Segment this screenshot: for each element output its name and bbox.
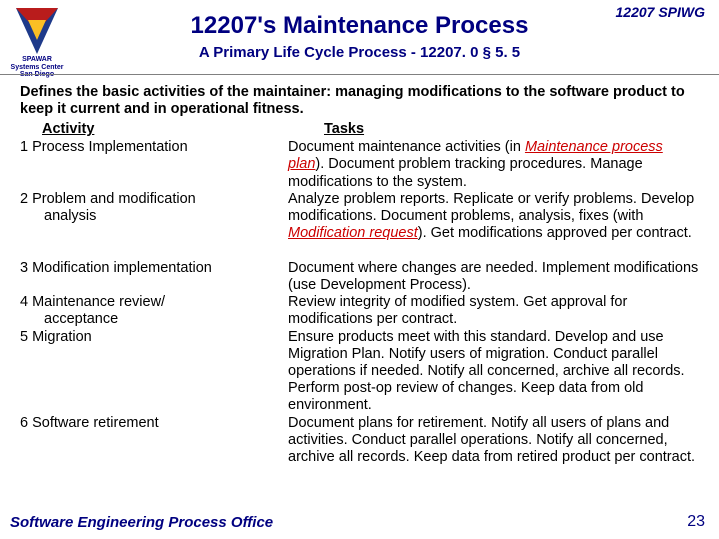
activity-row: 5 Migration [20, 329, 288, 415]
task-text: Document where changes are needed. Imple… [288, 260, 698, 293]
activity-label: 4 Maintenance review/ [20, 294, 165, 310]
activity-row: 6 Software retirement [20, 415, 288, 484]
task-text: Document plans for retirement. Notify al… [288, 415, 695, 465]
footer-text: Software Engineering Process Office [10, 514, 273, 531]
task-red: Maintenance process plan [288, 139, 663, 172]
activity-label: 3 Modification implementation [20, 260, 212, 276]
activity-table: Activity 1 Process Implementation 2 Probl… [20, 121, 701, 483]
task-row: Analyze problem reports. Replicate or ve… [288, 191, 701, 260]
activity-label: 6 Software retirement [20, 415, 159, 431]
activity-label-cont: acceptance [20, 311, 288, 328]
slide-header: SPAWAR Systems Center San Diego 12207 SP… [0, 0, 719, 62]
activity-header: Activity [20, 121, 288, 138]
task-text: Analyze problem reports. Replicate or ve… [288, 191, 694, 241]
activity-row: 4 Maintenance review/acceptance [20, 294, 288, 328]
activity-label: 5 Migration [20, 329, 92, 345]
task-row: Document where changes are needed. Imple… [288, 260, 701, 294]
task-red: Modification request [288, 225, 418, 241]
slide-subtitle: A Primary Life Cycle Process - 12207. 0 … [0, 44, 719, 61]
activity-row: 2 Problem and modificationanalysis [20, 191, 288, 260]
tasks-column: Tasks Document maintenance activities (i… [288, 121, 701, 483]
task-text: Document maintenance activities (in Main… [288, 139, 663, 189]
task-row: Ensure products meet with this standard.… [288, 329, 701, 415]
task-row: Document plans for retirement. Notify al… [288, 415, 701, 484]
task-row: Review integrity of modified system. Get… [288, 294, 701, 328]
page-number: 23 [687, 513, 705, 531]
activity-row: 1 Process Implementation [20, 139, 288, 191]
slide-title: 12207's Maintenance Process [0, 12, 719, 40]
activity-label-cont: analysis [20, 208, 288, 225]
activity-label: 2 Problem and modification [20, 191, 196, 207]
divider [0, 74, 719, 75]
logo-caption-line2: Systems Center [11, 64, 64, 71]
tasks-header: Tasks [288, 121, 701, 138]
task-text: Ensure products meet with this standard.… [288, 329, 685, 413]
activity-row: 3 Modification implementation [20, 260, 288, 294]
task-row: Document maintenance activities (in Main… [288, 139, 701, 191]
task-text: Review integrity of modified system. Get… [288, 294, 627, 327]
activity-label: 1 Process Implementation [20, 139, 188, 155]
activity-column: Activity 1 Process Implementation 2 Probl… [20, 121, 288, 483]
intro-text: Defines the basic activities of the main… [20, 84, 701, 118]
slide-content: Defines the basic activities of the main… [20, 84, 701, 483]
